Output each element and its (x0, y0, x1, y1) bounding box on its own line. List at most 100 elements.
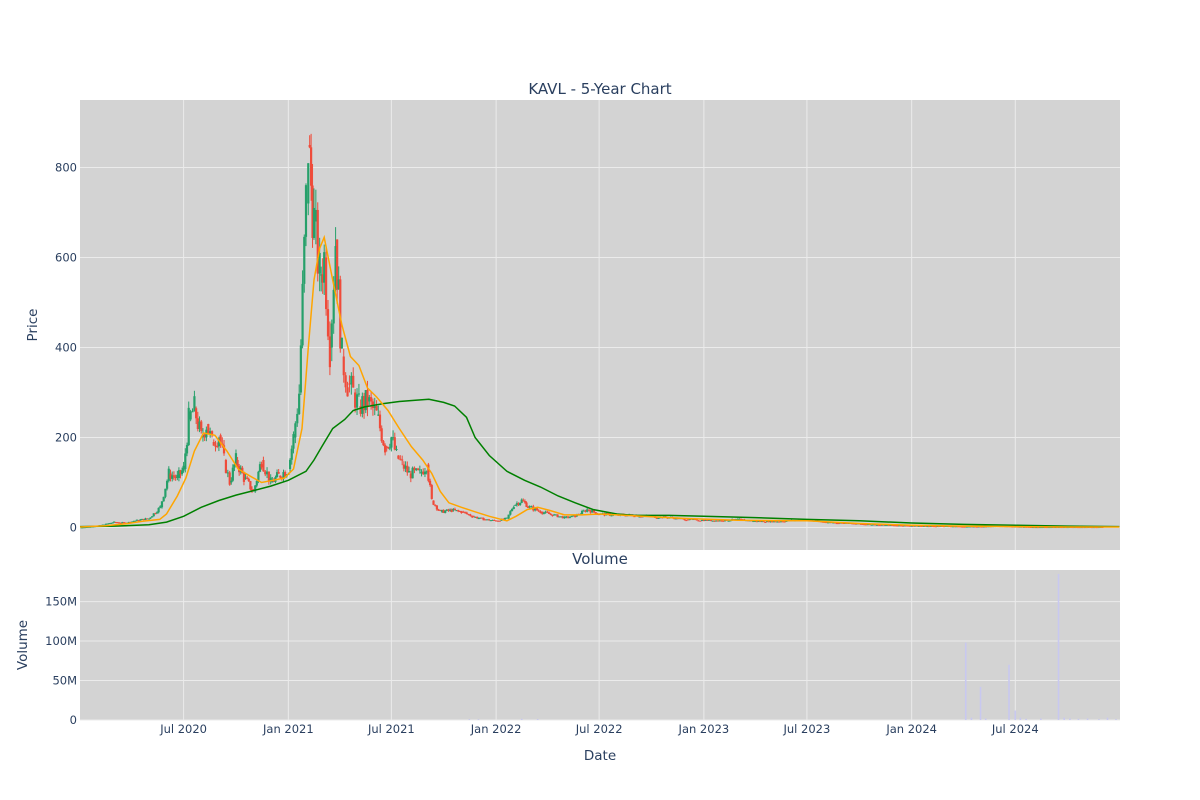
price-panel: 0 200 400 600 800 KAVL - 5-Year Chart Price (25, 80, 1120, 550)
candle-body (290, 448, 293, 460)
candle-body (321, 274, 324, 283)
candle-body (977, 526, 980, 528)
volume-bar (536, 719, 539, 720)
candle-body (307, 163, 310, 204)
candle-body (477, 518, 480, 520)
candle-body (568, 517, 571, 519)
candle-body (905, 525, 908, 527)
candle-body (207, 424, 210, 434)
candle-body (592, 509, 596, 513)
candle-body (182, 465, 185, 471)
candle-body (177, 470, 181, 478)
candle-body (212, 442, 215, 446)
candle-body (950, 526, 953, 528)
candle-body (390, 437, 393, 448)
candle-body (222, 445, 226, 454)
candle-body (765, 521, 769, 523)
candle-body (778, 521, 781, 523)
candle-body (104, 523, 108, 525)
candle-body (210, 431, 214, 435)
volume-panel: 0 50M 100M 150M Jul 2020 Jan 2021 Jul 2021 Jan… (15, 550, 1120, 764)
candle-body (447, 509, 450, 511)
candle-body (195, 408, 198, 419)
candle-body (167, 468, 170, 481)
candle-body (541, 511, 544, 514)
candle-body (754, 520, 757, 522)
candle-body (361, 396, 364, 414)
candle-body (198, 421, 201, 430)
candle-body (457, 510, 460, 512)
candle-body (246, 477, 249, 479)
candle-body (783, 521, 786, 523)
volume-y-ticks: 0 50M 100M 150M (45, 595, 77, 727)
candle-body (832, 522, 835, 524)
candle-body (912, 525, 915, 527)
candle-body (544, 511, 547, 513)
candle-body (565, 516, 568, 518)
candle-body (435, 505, 439, 510)
price-y-tick-label: 0 (70, 521, 77, 535)
candle-body (699, 520, 702, 522)
volume-bar (1077, 718, 1080, 720)
candle-body (979, 526, 982, 528)
candle-body (422, 471, 425, 475)
candle-body (877, 524, 880, 526)
candle-body (480, 517, 484, 519)
candle-body (879, 524, 882, 526)
candle-body (655, 517, 658, 519)
candle-body (720, 520, 723, 522)
candle-body (574, 515, 577, 518)
candle-body (265, 471, 269, 475)
candle-body (241, 467, 244, 474)
candle-body (512, 506, 515, 510)
candle-body (350, 375, 353, 385)
candle-body (185, 445, 189, 454)
candle-body (375, 405, 378, 411)
candle-body (416, 468, 420, 470)
candle-body (859, 523, 863, 525)
candle-body (460, 511, 463, 513)
volume-y-tick-label: 150M (45, 595, 77, 609)
x-tick-label: Jul 2023 (783, 722, 831, 736)
candle-body (275, 472, 279, 478)
volume-subplot-title: Volume (572, 550, 628, 568)
candle-body (423, 471, 427, 475)
candle-body (936, 526, 939, 528)
candle-body (157, 507, 160, 513)
candle-body (872, 524, 875, 526)
candle-body (504, 517, 507, 520)
candle-body (299, 345, 302, 393)
candle-body (933, 526, 936, 528)
volume-bar (1025, 718, 1027, 720)
candle-body (140, 518, 144, 520)
candle-body (738, 518, 741, 520)
candle-body (899, 525, 903, 527)
candle-body (402, 464, 405, 469)
candle-body (139, 519, 142, 521)
candle-body (393, 437, 396, 450)
candle-body (514, 504, 517, 506)
x-tick-label: Jan 2024 (885, 722, 937, 736)
candle-body (760, 521, 764, 523)
candle-body (589, 510, 592, 513)
candle-body (889, 524, 892, 526)
candle-body (109, 522, 113, 524)
candle-body (729, 520, 732, 522)
volume-bar (1098, 719, 1100, 720)
candle-body (165, 480, 169, 489)
candle-body (301, 283, 304, 346)
candle-body (465, 512, 468, 514)
candle-body (196, 418, 199, 430)
candle-body (434, 504, 437, 506)
candle-body (357, 393, 361, 395)
candle-body (214, 445, 217, 447)
candle-body (264, 471, 267, 475)
candle-body (711, 520, 714, 522)
candle-body (249, 481, 252, 490)
candle-body (874, 524, 877, 526)
candle-body (706, 519, 709, 521)
candle-body (277, 472, 280, 474)
candle-body (312, 207, 316, 238)
candle-body (781, 521, 784, 523)
